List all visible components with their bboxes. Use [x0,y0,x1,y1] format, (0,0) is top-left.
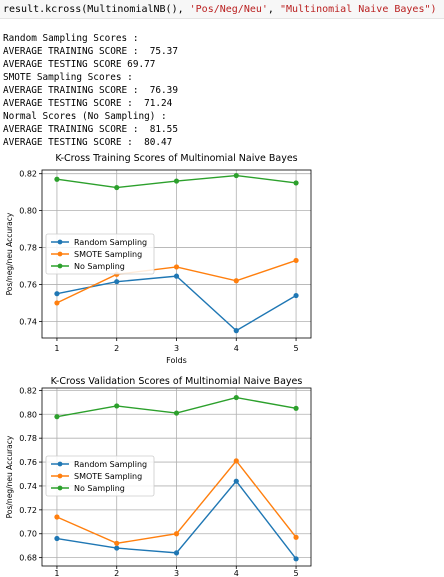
ytick-label: 0.80 [19,410,37,419]
ytick-label: 0.70 [19,530,37,539]
data-point-smote [54,514,60,520]
y-axis-label: Pos/neg/neu Accuracy [5,212,14,295]
xtick-label: 2 [114,569,119,577]
xtick-label: 5 [294,344,299,353]
output-line: AVERAGE TRAINING SCORE : 76.39 [3,85,178,96]
data-point-random [293,292,299,299]
data-point-none [233,172,239,179]
data-point-none [173,178,180,184]
legend-label-smote: SMOTE Sampling [74,472,142,481]
output-line: AVERAGE TRAINING SCORE : 81.55 [3,124,178,135]
ytick-label: 0.78 [19,434,37,443]
legend-label-random: Random Sampling [74,460,147,469]
x-axis-label: Folds [166,356,187,365]
legend-marker-none [57,263,63,269]
data-point-random [54,535,60,542]
ytick-label: 0.82 [19,386,37,395]
data-point-random [114,545,120,551]
data-point-smote [233,458,239,464]
legend-label-none: No Sampling [74,262,125,271]
ytick-label: 0.72 [19,506,37,515]
training-chart: 0.74 0.76 0.78 0.80 0.82 1 2 3 4 5 K-Cross Trainin… [0,150,444,370]
xtick-label: 3 [174,569,179,577]
data-point-smote [173,531,180,537]
data-point-smote [114,540,120,546]
data-point-random [54,291,60,297]
xtick-label: 4 [234,344,239,353]
output-line: Normal Scores (No Sampling) : [3,111,167,122]
validation-chart: 0.68 0.70 0.72 0.74 0.76 0.78 0.80 0.82 1 2 3 4 5 K-C… [0,372,444,577]
ytick-label: 0.74 [19,482,37,491]
data-point-none [293,180,299,186]
output-line: AVERAGE TESTING SCORE 69.77 [3,59,156,70]
code-arg-dataset: 'Pos/Neg/Neu' [189,4,268,15]
data-point-random [293,556,299,562]
code-arg-model: "Multinomial Naive Bayes") [279,4,437,15]
y-axis-label: Pos/neg/neu Accuracy [5,435,14,518]
data-point-none [114,403,120,409]
data-point-random [173,550,180,556]
plot-frame [41,387,312,567]
legend-label-random: Random Sampling [74,238,147,247]
ytick-label: 0.68 [19,554,37,563]
data-point-smote [293,534,299,540]
data-point-smote [293,257,299,264]
ytick-label: 0.76 [19,458,37,467]
legend-marker-none [57,485,63,491]
data-point-random [233,328,239,334]
data-point-smote [54,300,60,306]
plot-frame [41,169,312,339]
output-line: AVERAGE TRAINING SCORE : 75.37 [3,46,178,57]
chart-title: K-Cross Training Scores of Multinomial N… [55,153,297,164]
legend-box [45,455,155,497]
ytick-label: 0.78 [19,244,37,253]
validation-chart-svg: 0.68 0.70 0.72 0.74 0.76 0.78 0.80 0.82 1 2 3 4 5 K-C… [5,376,312,577]
legend-label-smote: SMOTE Sampling [74,250,142,259]
ytick-label: 0.74 [19,317,37,326]
xtick-label: 5 [294,569,299,577]
data-point-none [54,414,60,420]
xtick-label: 2 [114,344,119,353]
legend-marker-smote [57,251,63,257]
xtick-label: 4 [234,569,239,577]
data-point-none [233,394,239,401]
legend-marker-smote [57,473,63,479]
output-line: AVERAGE TESTING SCORE : 71.24 [3,98,173,109]
xtick-label: 1 [54,344,59,353]
xtick-label: 1 [54,569,59,577]
training-chart-svg: 0.74 0.76 0.78 0.80 0.82 1 2 3 4 5 K-Cross Trainin… [5,153,312,365]
data-point-random [173,273,180,279]
cell-output-text: Random Sampling Scores : AVERAGE TRAININ… [0,32,444,149]
code-cell-input[interactable]: result.kcross(MultinomialNB(), 'Pos/Neg/… [0,0,444,19]
data-point-random [114,279,120,285]
output-line: SMOTE Sampling Scores : [3,72,133,83]
ytick-label: 0.80 [19,207,37,216]
chart-title: K-Cross Validation Scores of Multinomial… [51,376,303,387]
code-call: result.kcross(MultinomialNB(), [3,4,190,15]
data-point-smote [233,278,239,284]
ytick-label: 0.76 [19,280,37,289]
data-point-none [54,176,60,182]
data-point-random [233,478,239,484]
legend-box [45,233,155,275]
data-point-none [293,405,299,411]
output-line: Random Sampling Scores : [3,33,139,44]
legend-marker-random [57,461,63,467]
output-line: AVERAGE TESTING SCORE : 80.47 [3,137,173,148]
legend-marker-random [57,239,63,245]
data-point-none [114,184,120,191]
data-point-none [173,410,180,416]
legend-label-none: No Sampling [74,484,125,493]
ytick-label: 0.82 [19,170,37,179]
data-point-smote [173,264,180,270]
xtick-label: 3 [174,344,179,353]
code-separator: , [267,4,280,15]
